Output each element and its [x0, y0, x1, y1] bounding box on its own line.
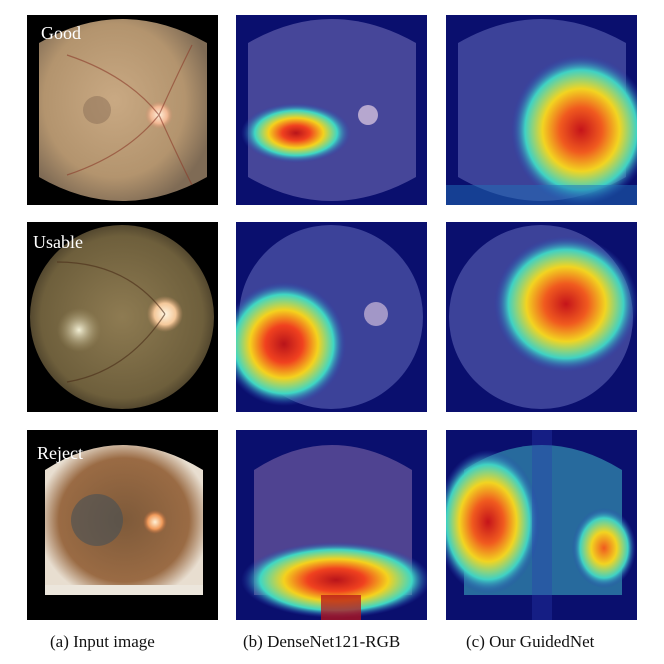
caption-input-image: (a) Input image: [50, 632, 155, 651]
row-label-reject: Reject: [37, 443, 83, 463]
heatmap-guidednet-reject: [446, 430, 637, 620]
heatmap-densenet-reject: [236, 430, 427, 620]
heatmap-guidednet-good: [446, 15, 637, 205]
row-label-usable: Usable: [33, 232, 83, 252]
caption-guidednet: (c) Our GuidedNet: [466, 632, 595, 651]
heatmap-densenet-good: [236, 15, 427, 205]
input-image-good: Good: [27, 15, 218, 205]
input-image-reject: Reject: [27, 430, 218, 620]
heatmap-densenet-usable: [236, 222, 427, 412]
row-label-good: Good: [41, 23, 81, 43]
input-image-usable: Usable: [27, 222, 218, 412]
heatmap-guidednet-usable: [446, 222, 637, 412]
caption-densenet: (b) DenseNet121-RGB: [243, 632, 401, 651]
